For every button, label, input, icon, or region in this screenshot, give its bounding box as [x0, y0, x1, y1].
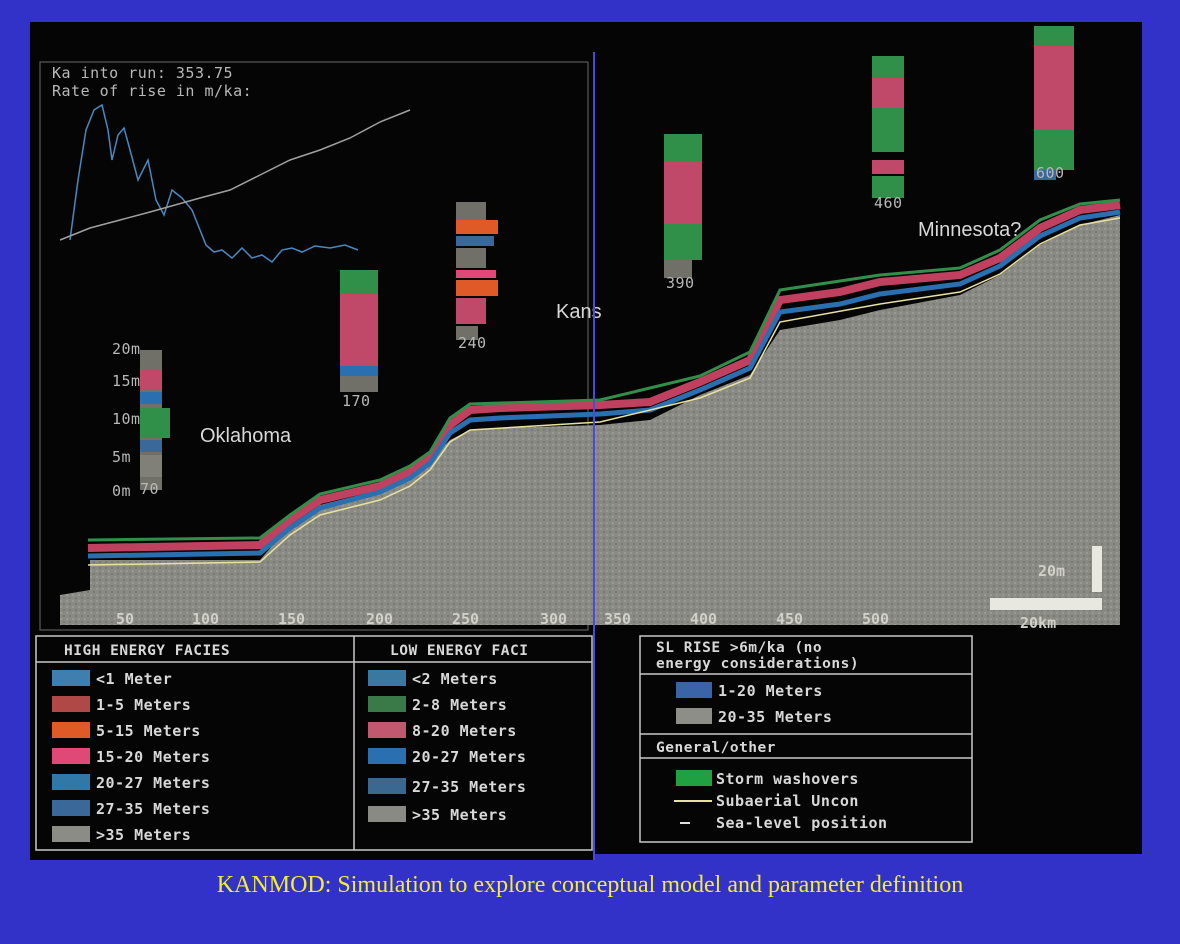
svg-text:100: 100 — [192, 610, 219, 628]
svg-text:1-5 Meters: 1-5 Meters — [96, 696, 191, 714]
svg-text:50: 50 — [116, 610, 134, 628]
column-label-70: 70 — [140, 480, 159, 498]
strat-column-460 — [872, 56, 904, 198]
strat-column-170 — [340, 270, 378, 392]
svg-text:20m: 20m — [112, 340, 141, 358]
high-energy-items: <1 Meter 1-5 Meters 5-15 Meters 15-20 Me… — [52, 670, 210, 844]
svg-text:450: 450 — [776, 610, 803, 628]
swatch-le-2 — [368, 722, 406, 738]
rise-rate-curve — [69, 103, 359, 264]
svg-text:400: 400 — [690, 610, 717, 628]
column-label-390: 390 — [666, 274, 695, 292]
svg-text:27-35 Meters: 27-35 Meters — [412, 778, 526, 796]
vertical-scale-bar — [1092, 546, 1102, 592]
hud-frame — [39, 61, 589, 631]
place-minnesota: Minnesota? — [918, 219, 1021, 241]
horizontal-scale-label: 20km — [1020, 614, 1056, 632]
svg-text:<2 Meters: <2 Meters — [412, 670, 498, 688]
svg-text:15m: 15m — [112, 372, 141, 390]
horizontal-scale-bar — [990, 598, 1102, 610]
panel-divider — [593, 52, 595, 860]
distance-axis: 50 100 150 200 250 300 350 400 450 500 — [116, 610, 889, 628]
svg-text:Sea-level position: Sea-level position — [716, 814, 888, 832]
svg-text:Subaerial Uncon: Subaerial Uncon — [716, 792, 859, 810]
general-title: General/other — [656, 740, 776, 756]
swatch-he-1 — [52, 696, 90, 712]
vertical-scale-label: 20m — [1038, 562, 1065, 580]
swatch-he-4 — [52, 774, 90, 790]
svg-text:2-8 Meters: 2-8 Meters — [412, 696, 507, 714]
svg-text:Storm washovers: Storm washovers — [716, 770, 859, 788]
swatch-sl-1 — [676, 708, 712, 724]
svg-text:27-35 Meters: 27-35 Meters — [96, 800, 210, 818]
slide-caption: KANMOD: Simulation to explore conceptual… — [216, 872, 964, 898]
swatch-le-5 — [368, 806, 406, 822]
hud-run-time: Ka into run: 353.75 — [52, 64, 233, 82]
strat-column-240 — [456, 202, 498, 340]
svg-text:250: 250 — [452, 610, 479, 628]
svg-text:5-15 Meters: 5-15 Meters — [96, 722, 201, 740]
svg-text:20-35 Meters: 20-35 Meters — [718, 708, 832, 726]
swatch-sl-0 — [676, 682, 712, 698]
sl-rise-title-2: energy considerations) — [656, 656, 859, 672]
cross-section — [60, 198, 1121, 625]
swatch-le-3 — [368, 748, 406, 764]
sl-rise-title-1: SL RISE >6m/ka (no — [656, 640, 822, 656]
column-label-240: 240 — [458, 334, 487, 352]
column-label-170: 170 — [342, 392, 371, 410]
svg-text:10m: 10m — [112, 410, 141, 428]
swatch-he-5 — [52, 800, 90, 816]
strat-column-70 — [140, 350, 170, 490]
svg-text:20-27 Meters: 20-27 Meters — [96, 774, 210, 792]
swatch-storm-washovers — [676, 770, 712, 786]
svg-text:300: 300 — [540, 610, 567, 628]
swatch-le-4 — [368, 778, 406, 794]
svg-text:150: 150 — [278, 610, 305, 628]
swatch-he-2 — [52, 722, 90, 738]
svg-text:350: 350 — [604, 610, 631, 628]
swatch-he-3 — [52, 748, 90, 764]
svg-text:>35 Meters: >35 Meters — [412, 806, 507, 824]
svg-text:15-20 Meters: 15-20 Meters — [96, 748, 210, 766]
hud-rise-rate: Rate of rise in m/ka: — [52, 82, 252, 100]
swatch-le-0 — [368, 670, 406, 686]
strat-column-600 — [1034, 26, 1074, 180]
column-label-460: 460 — [874, 194, 903, 212]
svg-text:1-20 Meters: 1-20 Meters — [718, 682, 823, 700]
swatch-he-6 — [52, 826, 90, 842]
high-energy-title: HIGH ENERGY FACIES — [64, 643, 230, 659]
swatch-he-0 — [52, 670, 90, 686]
column-label-600: 600 — [1036, 164, 1065, 182]
svg-text:5m: 5m — [112, 448, 131, 466]
swatch-le-1 — [368, 696, 406, 712]
svg-text:<1 Meter: <1 Meter — [96, 670, 172, 688]
svg-text:20-27 Meters: 20-27 Meters — [412, 748, 526, 766]
sea-level-curve — [59, 109, 411, 241]
low-energy-title: LOW ENERGY FACI — [390, 643, 528, 659]
svg-text:8-20 Meters: 8-20 Meters — [412, 722, 517, 740]
depth-scale: 20m 15m 10m 5m 0m — [112, 340, 141, 500]
svg-text:>35 Meters: >35 Meters — [96, 826, 191, 844]
svg-text:500: 500 — [862, 610, 889, 628]
svg-text:0m: 0m — [112, 482, 131, 500]
svg-text:200: 200 — [366, 610, 393, 628]
low-energy-items: <2 Meters 2-8 Meters 8-20 Meters 20-27 M… — [368, 670, 526, 824]
legend — [35, 635, 973, 851]
strat-column-390 — [664, 134, 702, 278]
place-kansas: Kans — [556, 301, 602, 323]
place-oklahoma: Oklahoma — [200, 425, 292, 447]
